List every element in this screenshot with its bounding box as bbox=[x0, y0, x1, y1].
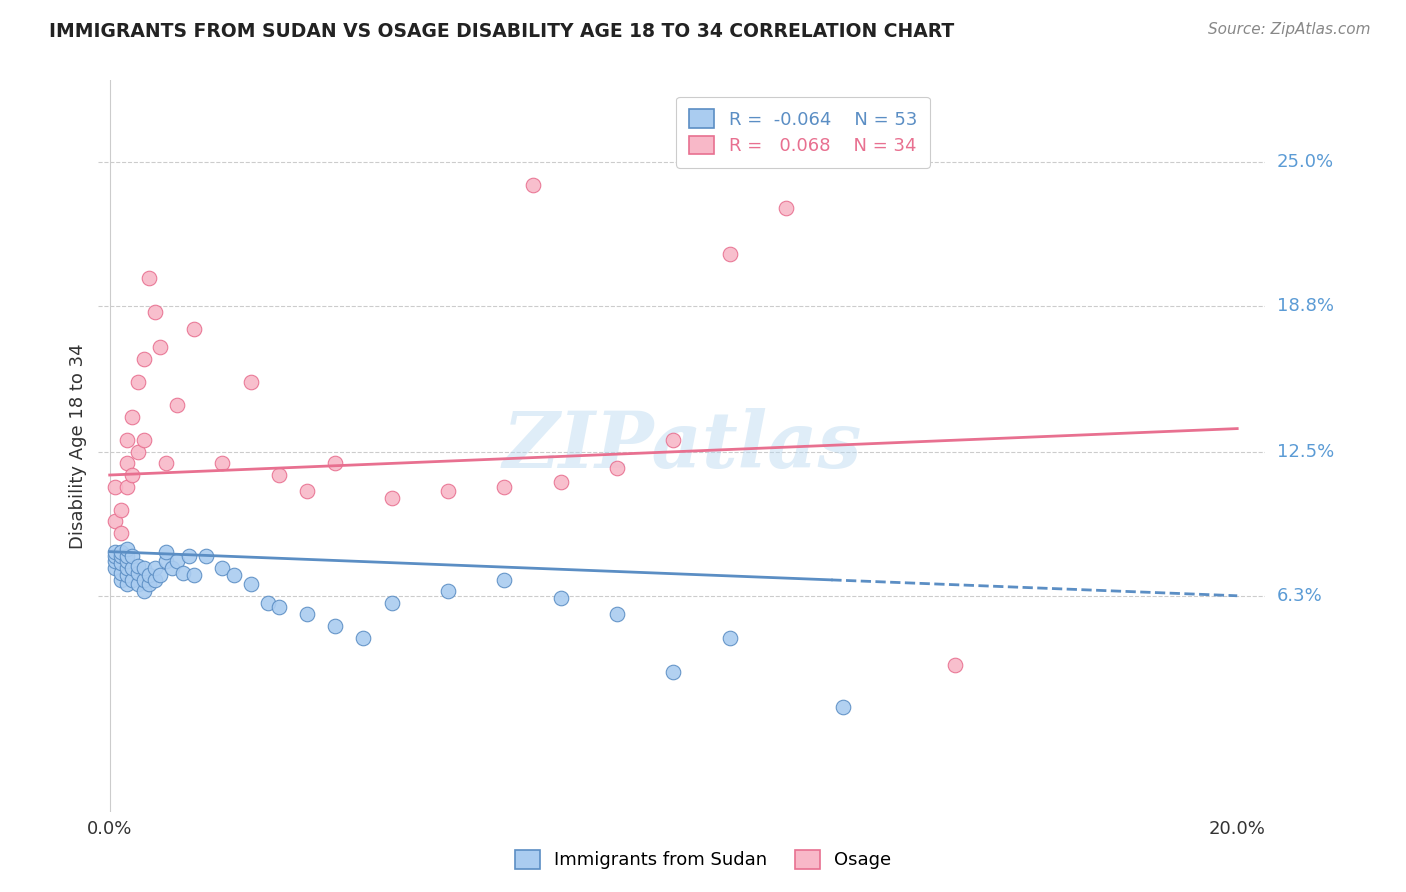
Point bbox=[222, 567, 245, 582]
Point bbox=[121, 468, 143, 483]
Point bbox=[127, 445, 149, 459]
Text: 12.5%: 12.5% bbox=[1277, 442, 1334, 461]
Point bbox=[104, 561, 127, 575]
Point bbox=[115, 542, 138, 557]
Point bbox=[775, 201, 797, 215]
Point bbox=[110, 549, 132, 564]
Point bbox=[256, 596, 278, 610]
Point bbox=[437, 584, 460, 599]
Point bbox=[149, 567, 172, 582]
Point bbox=[132, 561, 155, 575]
Point bbox=[295, 484, 318, 499]
Point bbox=[267, 600, 290, 615]
Text: Source: ZipAtlas.com: Source: ZipAtlas.com bbox=[1208, 22, 1371, 37]
Point bbox=[381, 491, 404, 506]
Point bbox=[149, 340, 172, 354]
Point bbox=[550, 591, 572, 606]
Point bbox=[494, 480, 516, 494]
Point bbox=[211, 457, 233, 471]
Point bbox=[110, 566, 132, 580]
Point bbox=[267, 468, 290, 483]
Point bbox=[194, 549, 217, 564]
Point bbox=[110, 556, 132, 570]
Point bbox=[115, 457, 138, 471]
Point bbox=[104, 549, 127, 564]
Legend: Immigrants from Sudan, Osage: Immigrants from Sudan, Osage bbox=[506, 841, 900, 879]
Point bbox=[381, 596, 404, 610]
Point bbox=[115, 554, 138, 568]
Legend: R =  -0.064    N = 53, R =   0.068    N = 34: R = -0.064 N = 53, R = 0.068 N = 34 bbox=[676, 96, 929, 168]
Text: ZIPatlas: ZIPatlas bbox=[502, 408, 862, 484]
Point bbox=[718, 631, 741, 645]
Point bbox=[606, 461, 628, 475]
Point bbox=[127, 566, 149, 580]
Point bbox=[132, 573, 155, 587]
Point bbox=[943, 658, 966, 673]
Point bbox=[115, 561, 138, 575]
Text: 25.0%: 25.0% bbox=[1277, 153, 1334, 170]
Point bbox=[132, 351, 155, 366]
Point bbox=[132, 433, 155, 447]
Point bbox=[211, 561, 233, 575]
Point bbox=[550, 475, 572, 489]
Point bbox=[155, 457, 177, 471]
Point bbox=[522, 178, 544, 192]
Point bbox=[138, 577, 160, 591]
Point bbox=[143, 573, 166, 587]
Point bbox=[143, 305, 166, 319]
Point bbox=[121, 549, 143, 564]
Point bbox=[323, 457, 346, 471]
Point bbox=[110, 526, 132, 541]
Point bbox=[115, 567, 138, 582]
Point bbox=[132, 584, 155, 599]
Point bbox=[662, 665, 685, 680]
Point bbox=[127, 558, 149, 573]
Point bbox=[239, 375, 262, 389]
Point bbox=[183, 322, 205, 336]
Point bbox=[127, 577, 149, 591]
Point bbox=[606, 607, 628, 622]
Point bbox=[115, 480, 138, 494]
Point bbox=[166, 398, 188, 412]
Point bbox=[155, 554, 177, 568]
Point bbox=[323, 619, 346, 633]
Point bbox=[121, 561, 143, 575]
Point bbox=[115, 549, 138, 564]
Text: 18.8%: 18.8% bbox=[1277, 296, 1333, 315]
Point bbox=[437, 484, 460, 499]
Point bbox=[138, 567, 160, 582]
Point bbox=[494, 573, 516, 587]
Y-axis label: Disability Age 18 to 34: Disability Age 18 to 34 bbox=[69, 343, 87, 549]
Point bbox=[831, 700, 853, 714]
Point bbox=[115, 433, 138, 447]
Point bbox=[172, 566, 194, 580]
Point bbox=[104, 480, 127, 494]
Point bbox=[166, 554, 188, 568]
Point bbox=[104, 544, 127, 558]
Point bbox=[121, 573, 143, 587]
Point bbox=[352, 631, 374, 645]
Point bbox=[104, 515, 127, 529]
Text: 6.3%: 6.3% bbox=[1277, 587, 1322, 605]
Point bbox=[115, 577, 138, 591]
Point bbox=[295, 607, 318, 622]
Point bbox=[104, 554, 127, 568]
Point bbox=[143, 561, 166, 575]
Point bbox=[183, 567, 205, 582]
Point bbox=[662, 433, 685, 447]
Text: IMMIGRANTS FROM SUDAN VS OSAGE DISABILITY AGE 18 TO 34 CORRELATION CHART: IMMIGRANTS FROM SUDAN VS OSAGE DISABILIT… bbox=[49, 22, 955, 41]
Point bbox=[110, 544, 132, 558]
Point bbox=[127, 375, 149, 389]
Point bbox=[160, 561, 183, 575]
Point bbox=[138, 270, 160, 285]
Point bbox=[718, 247, 741, 261]
Point bbox=[110, 573, 132, 587]
Point bbox=[121, 409, 143, 424]
Point bbox=[177, 549, 200, 564]
Point bbox=[155, 544, 177, 558]
Point bbox=[239, 577, 262, 591]
Point bbox=[110, 503, 132, 517]
